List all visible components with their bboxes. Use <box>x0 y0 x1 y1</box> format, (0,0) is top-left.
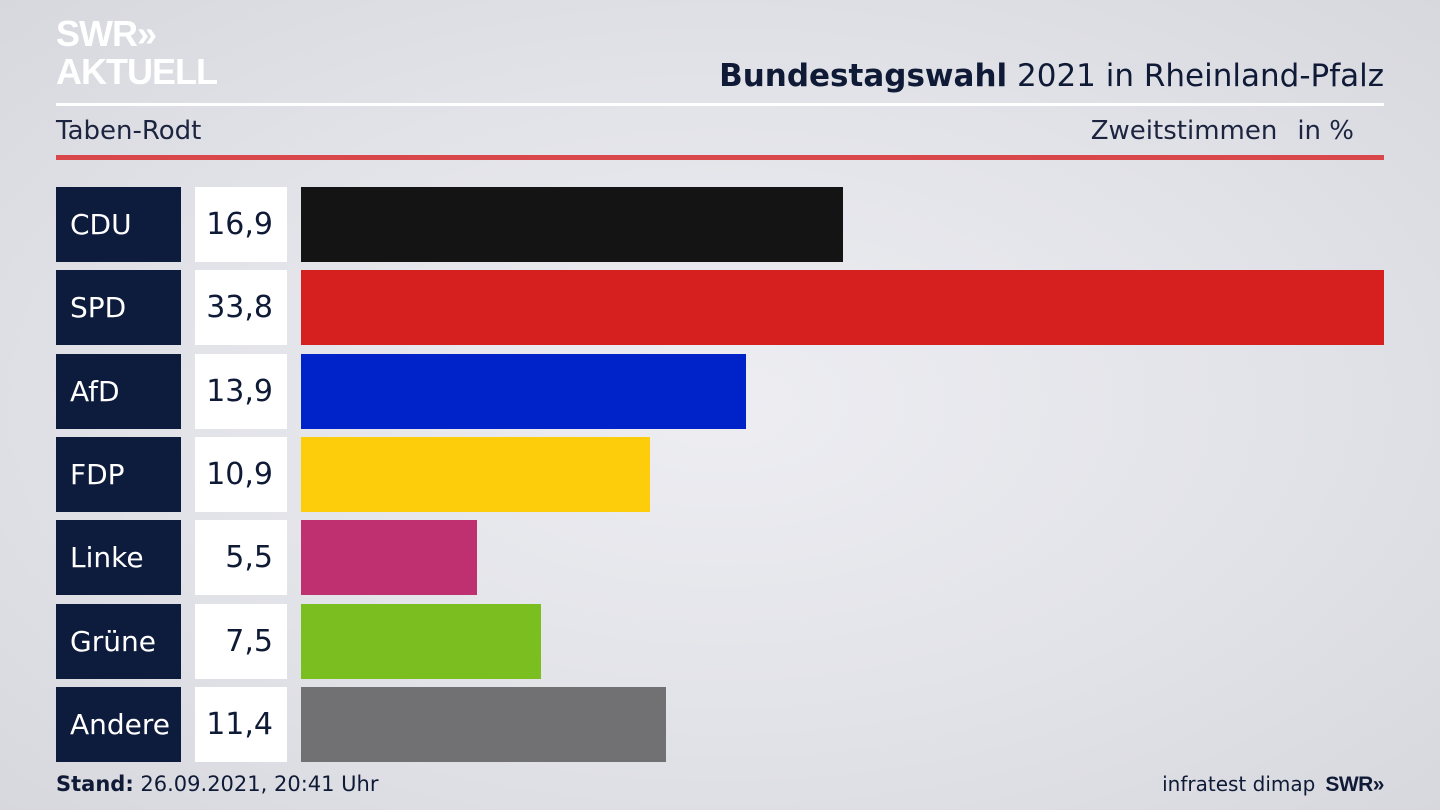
value-label: 13,9 <box>195 354 287 429</box>
value-label: 5,5 <box>195 520 287 595</box>
party-label: AfD <box>56 354 181 429</box>
bar-row-cdu: CDU 16,9 <box>56 187 1384 262</box>
timestamp: Stand: 26.09.2021, 20:41 Uhr <box>56 772 379 796</box>
accent-divider <box>56 155 1384 160</box>
bar-andere <box>301 687 666 762</box>
vote-type-header: Zweitstimmen in % <box>1091 116 1354 146</box>
chart-title-bold: Bundestagswahl <box>719 58 1008 94</box>
chart-title: Bundestagswahl 2021 in Rheinland-Pfalz <box>719 58 1384 94</box>
timestamp-value: 26.09.2021, 20:41 Uhr <box>133 772 379 796</box>
chart-title-rest: 2021 in Rheinland-Pfalz <box>1007 58 1384 94</box>
value-label: 11,4 <box>195 687 287 762</box>
bar-row-grüne: Grüne 7,5 <box>56 604 1384 679</box>
swr-aktuell-logo: SWR» AKTUELL <box>56 16 226 90</box>
region-label: Taben-Rodt <box>56 116 202 146</box>
swr-footer-logo: SWR» <box>1325 773 1384 796</box>
vote-type-label: Zweitstimmen <box>1090 116 1278 146</box>
bar-fdp <box>301 437 650 512</box>
source-credit: infratest dimap SWR» <box>1162 772 1384 797</box>
value-label: 16,9 <box>195 187 287 262</box>
unit-label: in % <box>1297 116 1354 146</box>
party-label: Grüne <box>56 604 181 679</box>
timestamp-label: Stand: <box>56 772 134 796</box>
bar-spd <box>301 270 1384 345</box>
value-label: 33,8 <box>195 270 287 345</box>
party-label: CDU <box>56 187 181 262</box>
value-label: 10,9 <box>195 437 287 512</box>
party-label: SPD <box>56 270 181 345</box>
bar-row-spd: SPD 33,8 <box>56 270 1384 345</box>
party-label: FDP <box>56 437 181 512</box>
logo-line-2: AKTUELL <box>56 51 218 92</box>
source-label: infratest dimap <box>1162 772 1316 796</box>
header-divider <box>56 103 1384 106</box>
bar-row-linke: Linke 5,5 <box>56 520 1384 595</box>
bar-linke <box>301 520 477 595</box>
bar-row-andere: Andere 11,4 <box>56 687 1384 762</box>
logo-line-1: SWR» <box>56 13 157 54</box>
bar-row-afd: AfD 13,9 <box>56 354 1384 429</box>
value-label: 7,5 <box>195 604 287 679</box>
bar-grüne <box>301 604 541 679</box>
party-label: Linke <box>56 520 181 595</box>
party-label: Andere <box>56 687 181 762</box>
bar-afd <box>301 354 746 429</box>
bar-row-fdp: FDP 10,9 <box>56 437 1384 512</box>
bar-cdu <box>301 187 843 262</box>
